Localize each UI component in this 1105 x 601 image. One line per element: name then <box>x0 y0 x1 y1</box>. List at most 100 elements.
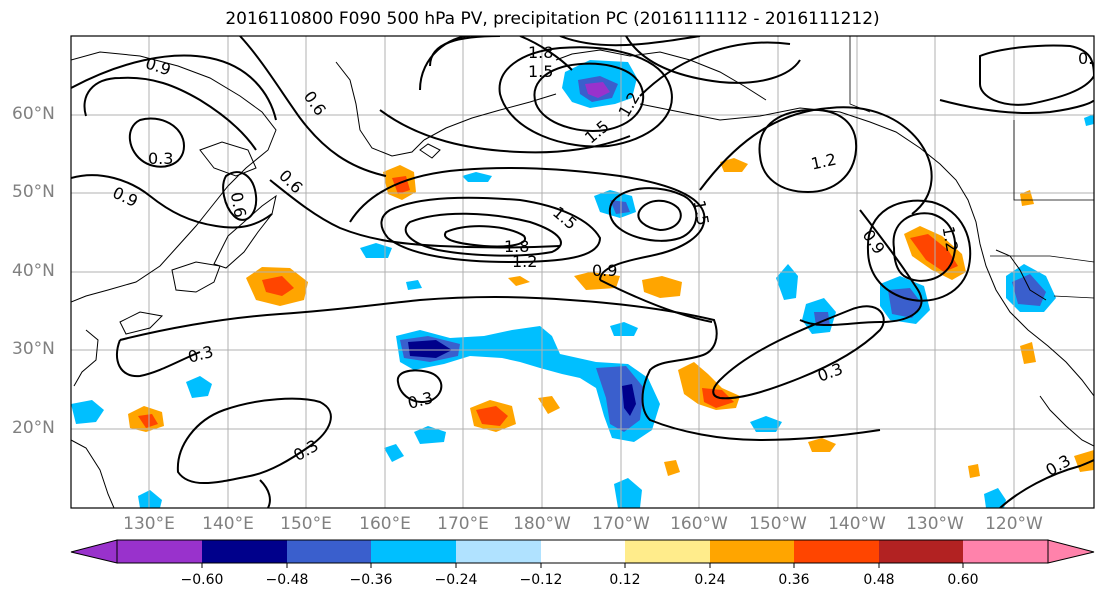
lon-label: 150°E <box>280 514 332 534</box>
lon-label: 130°E <box>123 514 175 534</box>
border <box>1053 295 1094 299</box>
contour <box>758 108 858 194</box>
colorbar-swatch <box>625 540 710 563</box>
political-borders <box>849 36 1094 299</box>
shade-positive <box>642 276 682 298</box>
shade-positive <box>1020 190 1034 206</box>
shade-negative <box>384 444 404 462</box>
colorbar-swatch <box>117 540 202 563</box>
contour <box>349 167 706 281</box>
contour <box>892 212 957 282</box>
shade-negative <box>138 490 162 508</box>
shade-positive-strong <box>262 276 294 296</box>
contour-label: 1.2 <box>939 225 962 253</box>
contour-label: 0.3 <box>186 342 216 367</box>
contour <box>533 62 645 132</box>
contour <box>443 225 527 248</box>
colorbar-swatch <box>456 540 541 563</box>
shade-negative <box>614 478 642 508</box>
contour <box>83 76 257 151</box>
colorbar-outline <box>116 539 1049 564</box>
contour <box>699 106 933 215</box>
coastline <box>71 439 115 508</box>
coastline <box>1039 395 1094 447</box>
contour-label: 0.3 <box>1042 451 1074 480</box>
shade-negative <box>406 280 422 290</box>
lat-label: 30°N <box>12 339 55 359</box>
contour-label: 0.6 <box>300 87 330 119</box>
contour-label: 1.2 <box>809 150 838 174</box>
precipitation-shading <box>71 60 1094 508</box>
colorbar-tick-label: −0.24 <box>434 572 478 588</box>
contour-label: 0.9 <box>143 54 173 80</box>
shade-negative-max <box>585 82 610 98</box>
contour <box>559 36 701 47</box>
contour-label: 1.8 <box>504 237 529 256</box>
shade-negative <box>610 322 638 336</box>
shade-positive-strong <box>476 406 508 426</box>
lat-label: 40°N <box>12 261 55 281</box>
contour <box>429 36 501 67</box>
colorbar-swatch <box>541 540 625 563</box>
shade-positive <box>808 438 836 452</box>
contour <box>519 36 573 71</box>
contour-label: 1.5 <box>528 62 553 81</box>
map-layer: 0.9 0.6 1.8 1.5 0.6 0.3 0.6 0.9 0.6 1.2 … <box>71 36 1103 508</box>
lon-label: 180°W <box>513 514 571 534</box>
contour <box>239 36 387 177</box>
border <box>1013 120 1094 201</box>
shade-negative <box>776 264 798 300</box>
lon-label: 140°E <box>202 514 254 534</box>
lon-label: 160°W <box>670 514 728 534</box>
shade-negative-strong <box>1012 274 1046 306</box>
coastline <box>71 51 277 303</box>
contour <box>637 199 682 232</box>
shade-negative-max <box>622 384 636 416</box>
coastline <box>335 61 425 157</box>
colorbar-swatch <box>202 540 287 563</box>
lon-label: 130°W <box>906 514 964 534</box>
contour <box>71 174 273 229</box>
contour-label: 1.2 <box>512 252 537 271</box>
border <box>849 36 871 113</box>
contour <box>222 171 258 221</box>
contour <box>712 305 885 400</box>
contour <box>379 109 631 154</box>
border <box>990 255 1094 263</box>
colorbar-tick-label: −0.60 <box>180 572 224 588</box>
lat-label: 50°N <box>12 182 55 202</box>
contour <box>396 369 443 403</box>
colorbar-tick-label: 0.48 <box>863 572 895 588</box>
colorbar-tick-label: 0.36 <box>778 572 810 588</box>
colorbar-swatch <box>879 540 963 563</box>
contour-label: 0.6 <box>227 191 250 219</box>
contour <box>866 199 972 302</box>
coastline <box>199 141 257 177</box>
contour <box>498 46 673 148</box>
lon-label: 170°E <box>437 514 489 534</box>
colorbar-tick-label: −0.48 <box>265 572 309 588</box>
lon-label: 140°W <box>828 514 886 534</box>
contour-label: 1.8 <box>528 43 553 62</box>
colorbar-swatch <box>371 540 456 563</box>
lat-label: 60°N <box>12 104 55 124</box>
lon-label: 160°E <box>359 514 411 534</box>
contour <box>259 479 271 508</box>
contour <box>608 187 698 242</box>
contour <box>939 99 1094 115</box>
contour <box>625 36 801 84</box>
contour-label: 0.6 <box>1078 49 1103 68</box>
graticule <box>71 36 1094 508</box>
coastline <box>995 249 1047 301</box>
shade-negative <box>414 426 446 444</box>
shade-positive <box>968 464 980 478</box>
contour <box>404 212 562 257</box>
shade-negative-max <box>408 340 452 358</box>
shade-negative <box>984 488 1006 508</box>
colorbar-swatch <box>794 540 879 563</box>
colorbar-tick-label: 0.24 <box>694 572 726 588</box>
shade-positive <box>720 158 748 172</box>
contour <box>269 179 561 249</box>
contour <box>639 41 791 97</box>
